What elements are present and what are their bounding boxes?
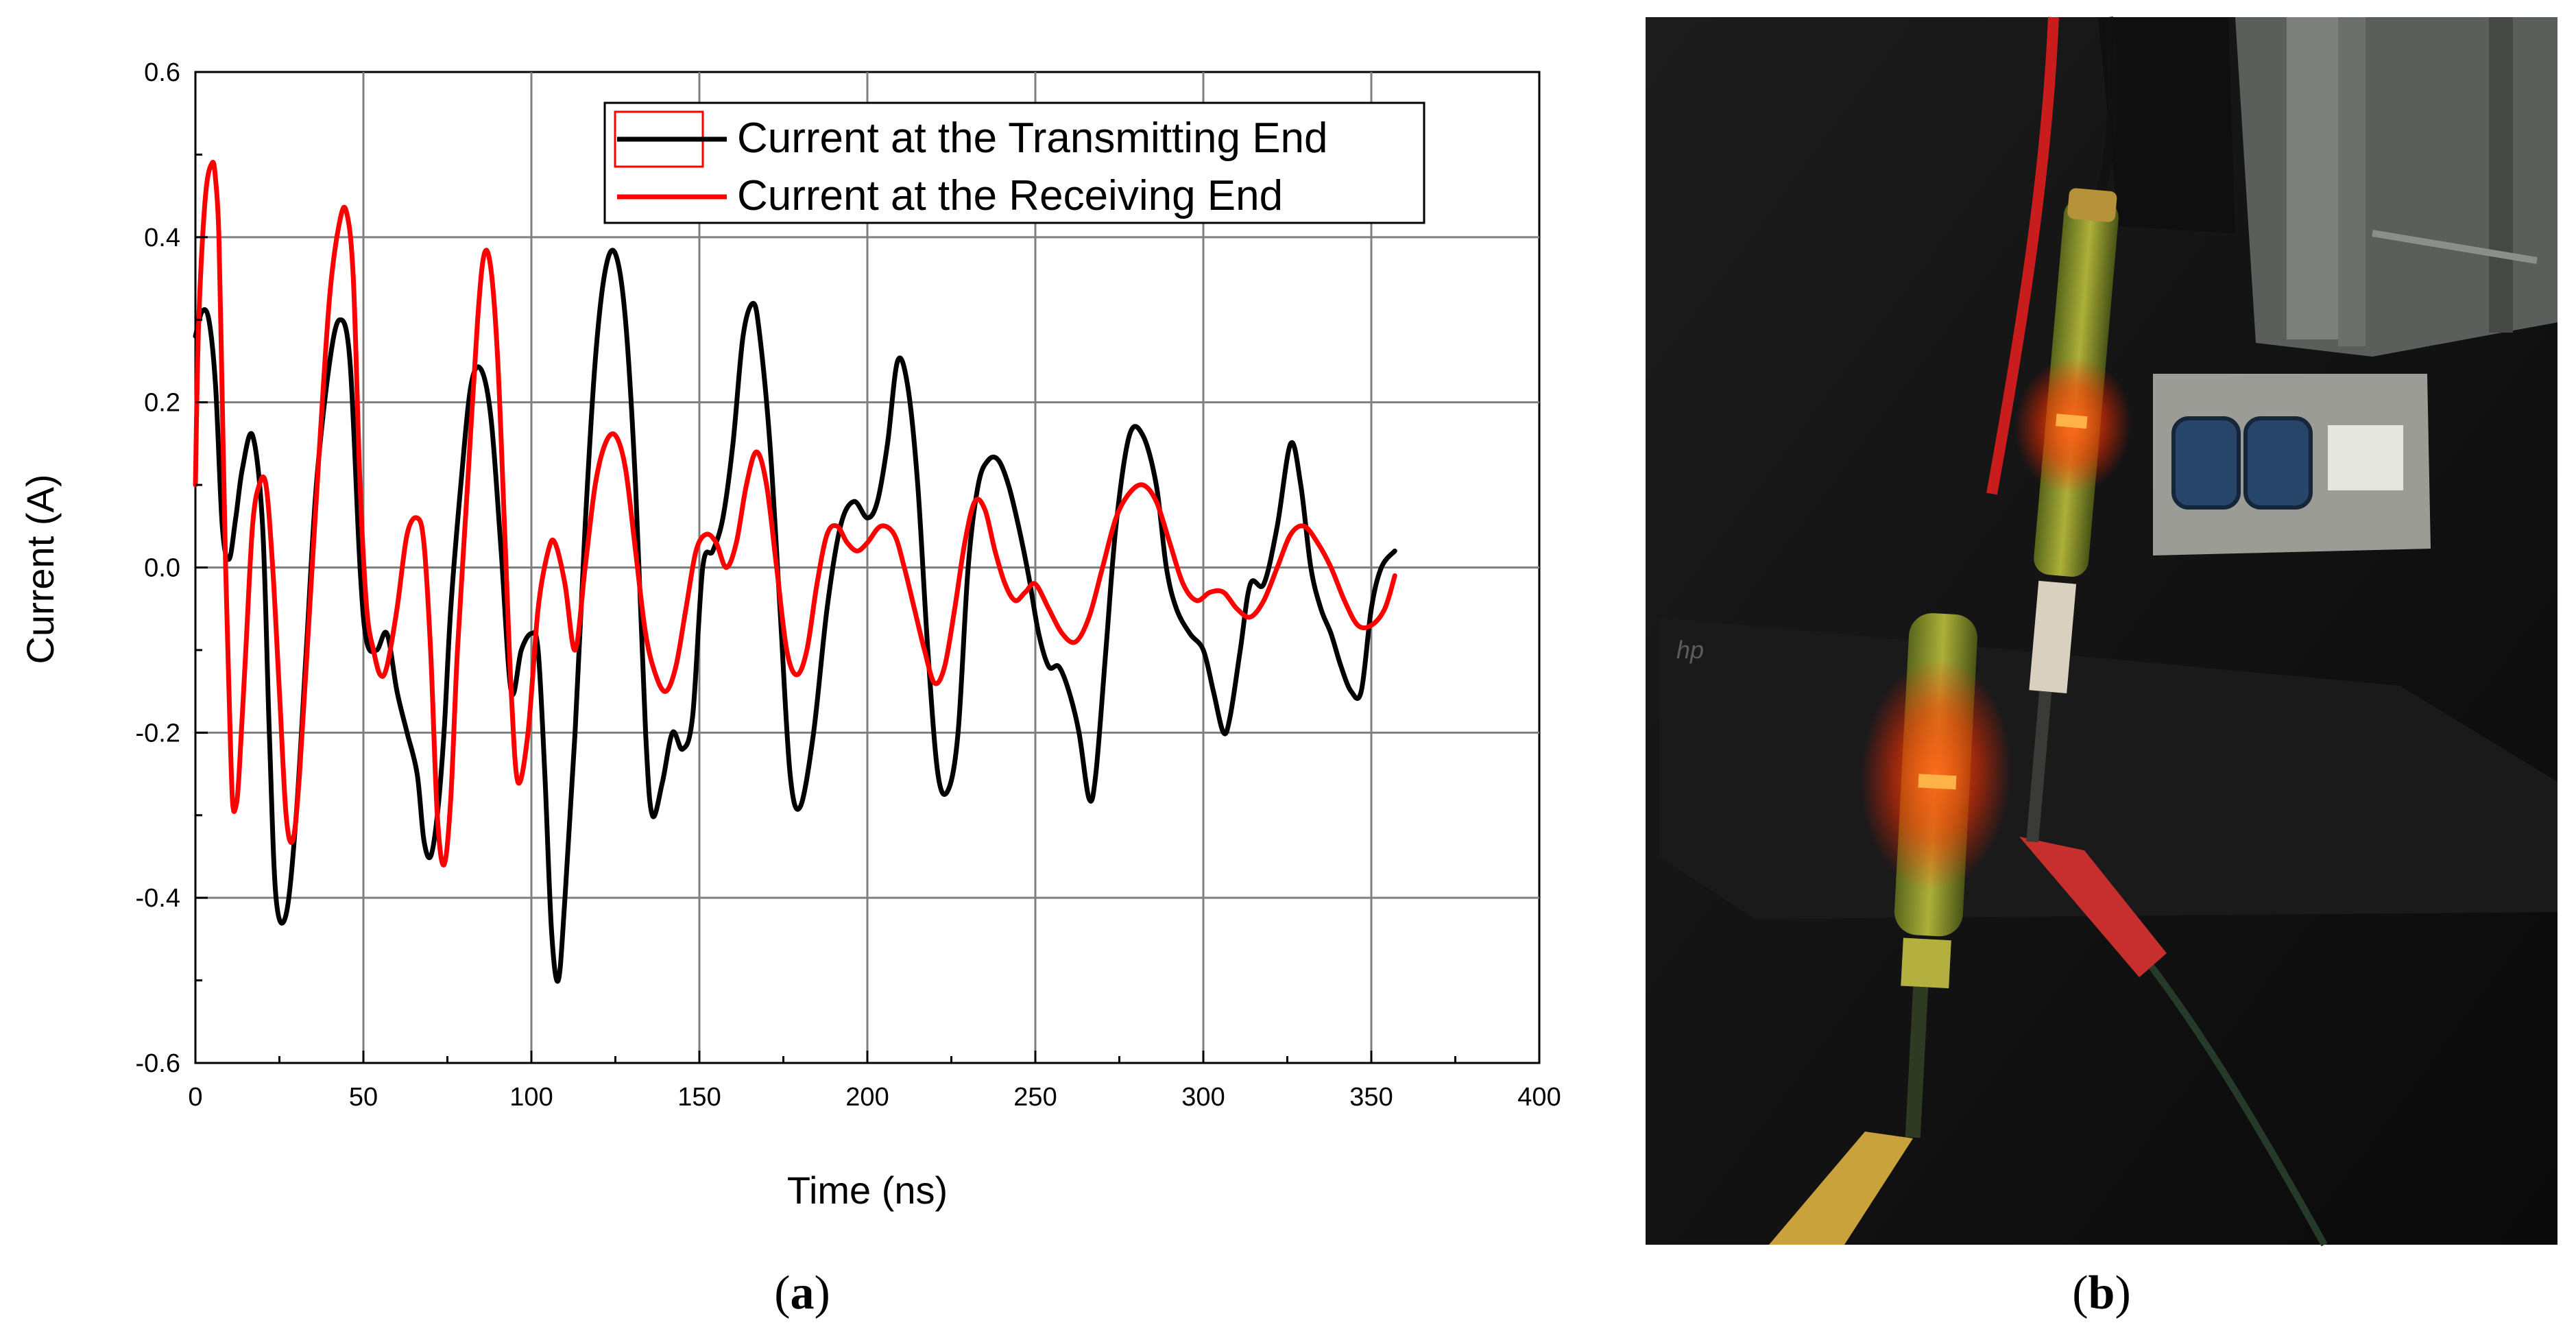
- legend-label-transmitting: Current at the Transmitting End: [737, 115, 1328, 162]
- hp-logo: hp: [1676, 636, 1704, 664]
- x-tick-label: 250: [1013, 1083, 1057, 1112]
- y-tick-label: 0.6: [144, 58, 180, 87]
- rack-brace: [2372, 230, 2538, 264]
- x-tick-label: 300: [1181, 1083, 1225, 1112]
- x-tick-label: 150: [677, 1083, 721, 1112]
- x-axis-title: Time (ns): [787, 1169, 948, 1212]
- tick-labels: 0 50 100 150 200 250 300 350 400 -0.6 -0.4 -0.2 0.0 0…: [136, 58, 1561, 1112]
- y-axis-title: Current (A): [19, 475, 62, 665]
- y-tick-label: 0.2: [144, 389, 180, 418]
- monitor: [2098, 17, 2235, 233]
- ticks: [194, 71, 1541, 1064]
- red-alligator-clip: [2019, 837, 2167, 977]
- panel-label-a: (a): [774, 1267, 830, 1319]
- rack-upright-3: [2489, 17, 2513, 333]
- series-line-receiving: [193, 160, 1397, 868]
- x-tick-label: 0: [188, 1083, 202, 1112]
- socket-1: [2171, 416, 2241, 510]
- rack-upright: [2287, 17, 2338, 339]
- photo-panel: hp: [1646, 16, 2557, 1247]
- red-cable: [1986, 16, 2059, 495]
- rack-upright-2: [2338, 17, 2366, 346]
- legend: Current at the Transmitting End Current …: [603, 101, 1425, 224]
- y-tick-label: -0.2: [136, 719, 180, 748]
- y-tick-label: -0.4: [136, 884, 180, 913]
- x-tick-label: 100: [509, 1083, 553, 1112]
- x-tick-label: 50: [349, 1083, 378, 1112]
- socket-label: [2328, 425, 2403, 490]
- yellow-alligator-clip: [1769, 1132, 1913, 1245]
- legend-box: [603, 101, 1425, 224]
- x-tick-label: 400: [1517, 1083, 1561, 1112]
- socket-2: [2243, 416, 2313, 510]
- y-tick-label: 0.4: [144, 224, 180, 252]
- y-tick-label: -0.6: [136, 1049, 180, 1078]
- test-pen-upper: [2014, 188, 2132, 843]
- y-tick-label: 0.0: [144, 554, 180, 583]
- x-tick-label: 200: [845, 1083, 889, 1112]
- panel-label-b: (b): [2072, 1267, 2131, 1319]
- current-chart: 0 50 100 150 200 250 300 350 400 -0.6 -0.4 -0.2 0.0 0…: [19, 58, 1561, 1212]
- x-tick-label: 350: [1349, 1083, 1393, 1112]
- series-line-transmitting: [193, 248, 1397, 984]
- grid: [195, 72, 1539, 1063]
- test-pen-lower: [1860, 613, 2012, 1138]
- series-layer: [193, 160, 1397, 984]
- legend-label-receiving: Current at the Receiving End: [737, 172, 1283, 219]
